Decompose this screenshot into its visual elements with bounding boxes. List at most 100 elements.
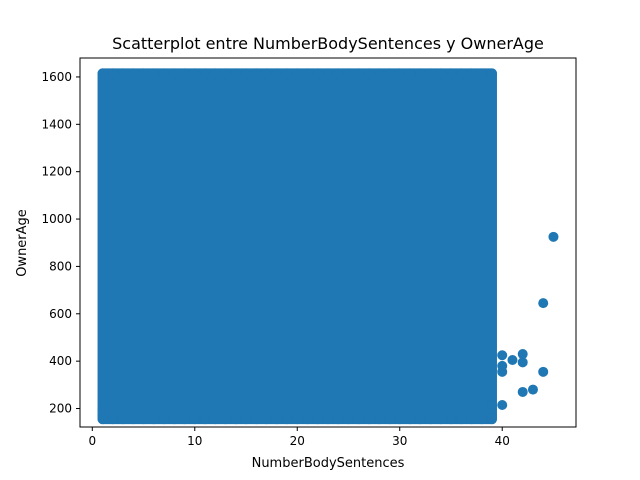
scatter-point (456, 414, 467, 425)
scatter-point (323, 414, 333, 425)
scatter-point (271, 68, 282, 79)
x-tick-label: 10 (187, 434, 202, 448)
dense-points-area (97, 68, 497, 425)
scatter-point (394, 68, 405, 79)
scatter-point (189, 414, 200, 425)
scatter-point (230, 414, 241, 425)
scatter-point (507, 354, 518, 365)
scatter-point (497, 399, 508, 410)
scatter-point (169, 68, 180, 79)
scatter-point (169, 414, 180, 425)
scatter-point (118, 414, 129, 425)
plot-frame (79, 57, 577, 428)
scatter-point (476, 68, 487, 79)
scatter-point (220, 414, 231, 425)
dense-region-edge-points (97, 68, 497, 425)
scatter-point (343, 414, 354, 425)
scatter-point (486, 68, 497, 79)
scatter-point (159, 68, 170, 79)
scatter-point (353, 414, 364, 425)
scatter-point (282, 414, 293, 425)
y-tick-label: 200 (49, 402, 72, 416)
scatter-point (527, 384, 538, 395)
x-tick-label: 0 (88, 434, 96, 448)
scatter-point (302, 68, 313, 79)
scatter-point (435, 68, 446, 79)
scatter-point (353, 68, 364, 79)
scatter-point (404, 68, 415, 79)
scatter-point (538, 366, 549, 377)
scatter-point (230, 68, 241, 79)
scatter-point (333, 68, 344, 79)
scatter-point (548, 231, 559, 242)
scatter-point (302, 414, 313, 425)
y-tick-label: 600 (49, 307, 72, 321)
scatter-point (363, 414, 374, 425)
scatter-point (476, 414, 487, 425)
scatter-point (363, 68, 374, 79)
y-tick-label: 1200 (41, 165, 72, 179)
chart-title: Scatterplot entre NumberBodySentences y … (112, 34, 544, 53)
scatter-point (189, 68, 200, 79)
scatter-point (282, 68, 293, 79)
scatter-point (497, 350, 508, 361)
scatter-point (138, 68, 149, 79)
y-tick-label: 400 (49, 354, 72, 368)
y-tick-label: 1400 (41, 117, 72, 131)
scatter-point (384, 68, 395, 79)
scatter-point (159, 414, 170, 425)
scatter-point (435, 414, 446, 425)
scatter-point (312, 68, 323, 79)
scatter-point (333, 414, 344, 425)
scatter-point (97, 68, 108, 79)
y-tick-label: 1000 (41, 212, 72, 226)
y-axis-label: OwnerAge (15, 209, 30, 277)
scatter-point (456, 68, 467, 79)
scatter-point (118, 68, 129, 79)
scatter-point (210, 68, 221, 79)
scatter-point (323, 68, 333, 79)
scatter-point (445, 68, 456, 79)
y-tick-label: 800 (49, 259, 72, 273)
scatter-point (220, 68, 231, 79)
scatter-point (415, 68, 426, 79)
scatter-point (251, 68, 262, 79)
scatter-point (251, 414, 262, 425)
scatter-point (425, 414, 436, 425)
x-axis-ticks: 0 10 20 30 40 (88, 427, 510, 448)
scatter-point (107, 68, 118, 79)
scatter-point (538, 298, 549, 309)
dense-scatter-region (97, 68, 497, 425)
scatter-point (107, 414, 118, 425)
scatter-point (466, 414, 477, 425)
y-axis-ticks: 200 400 600 800 1000 1200 1400 1600 (41, 70, 80, 416)
scatter-point (486, 399, 497, 410)
scatter-point (517, 349, 528, 360)
scatter-point (486, 410, 497, 421)
scatter-point (128, 68, 139, 79)
y-tick-label: 1600 (41, 70, 72, 84)
scatter-point (200, 414, 211, 425)
scatter-point (425, 68, 436, 79)
scatter-point (312, 414, 323, 425)
scatter-point (374, 414, 385, 425)
scatter-point (384, 414, 395, 425)
x-tick-label: 20 (290, 434, 305, 448)
x-axis-label: NumberBodySentences (252, 456, 405, 471)
scatter-point (292, 68, 303, 79)
scatter-point (415, 414, 426, 425)
scatter-point (497, 360, 508, 371)
scatter-point (241, 414, 252, 425)
scatter-point (210, 414, 221, 425)
scatter-point (148, 68, 159, 79)
scatter-point (343, 68, 354, 79)
scatter-point (394, 414, 405, 425)
scatter-point (261, 414, 272, 425)
scatter-point (179, 414, 190, 425)
scatter-point (200, 68, 211, 79)
scatter-point (517, 386, 528, 397)
scatter-point (404, 414, 415, 425)
scatter-point (148, 414, 159, 425)
scatter-point (128, 414, 139, 425)
